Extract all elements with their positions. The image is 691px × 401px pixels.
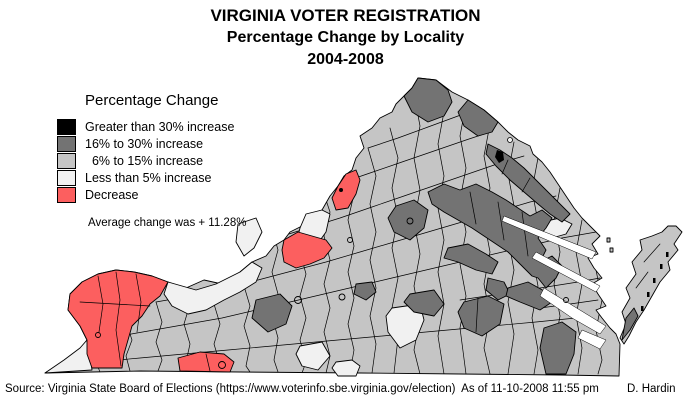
locality-marker <box>339 188 343 192</box>
legend-heading: Percentage Change <box>85 92 219 109</box>
county-region <box>443 243 499 275</box>
county-region <box>163 261 263 315</box>
legend-label: Decrease <box>85 187 139 202</box>
county-region <box>67 269 169 369</box>
county-region <box>387 199 429 241</box>
hampton-roads-water <box>577 329 607 350</box>
locality-marker <box>495 150 504 163</box>
average-change-note: Average change was + 11.28% <box>88 217 247 229</box>
legend-item: 16% to 30% increase <box>57 135 246 152</box>
legend-swatch-16-30 <box>57 135 76 152</box>
high-increase-localities <box>339 150 669 311</box>
island-speck <box>666 252 669 257</box>
title-line-3: 2004-2008 <box>307 51 384 68</box>
title-line-2: Percentage Change by Locality <box>226 29 465 46</box>
county-region <box>457 99 499 137</box>
county-region <box>427 183 563 289</box>
decrease-counties <box>67 169 361 373</box>
island-speck <box>606 237 611 243</box>
legend-swatch-6-15 <box>57 152 76 169</box>
city-marker <box>338 293 346 301</box>
legend: Percentage Change Greater than 30% incre… <box>57 92 246 229</box>
county-region <box>505 281 553 311</box>
river-james <box>539 287 607 335</box>
legend-swatch-decrease <box>57 186 76 203</box>
island-speck <box>641 306 644 311</box>
low-increase-counties <box>44 100 573 377</box>
county-region <box>353 281 377 301</box>
legend-label: Greater than 30% increase <box>85 119 235 134</box>
county-region <box>485 277 511 301</box>
city-marker <box>563 297 569 303</box>
river-york <box>531 251 601 293</box>
title-line-1: VIRGINIA VOTER REGISTRATION <box>210 6 481 25</box>
river-rappahannock <box>501 215 597 260</box>
county-region <box>403 289 445 317</box>
legend-label: Less than 5% increase <box>85 170 212 185</box>
county-region <box>251 293 293 333</box>
county-region <box>331 359 361 377</box>
county-region <box>281 231 333 269</box>
island-speck <box>653 278 656 283</box>
map-title: VIRGINIA VOTER REGISTRATION Percentage C… <box>0 5 691 71</box>
source-text: Source: Virginia State Board of Election… <box>5 383 599 395</box>
city-marker <box>95 332 101 338</box>
county-region <box>331 169 361 211</box>
cluster-division-lines <box>79 159 661 372</box>
city-marker <box>294 296 302 304</box>
author-credit: D. Hardin <box>627 383 676 395</box>
rivers <box>501 215 607 350</box>
city-marker <box>507 137 513 143</box>
city-marker <box>406 217 414 225</box>
legend-label: 16% to 30% increase <box>85 136 204 151</box>
county-region <box>44 339 93 374</box>
county-region <box>457 295 505 337</box>
legend-item: Greater than 30% increase <box>57 118 246 135</box>
island-speck <box>647 292 650 297</box>
city-marker <box>218 361 226 369</box>
legend-label: 6% to 15% increase <box>85 153 204 168</box>
legend-item: Decrease <box>57 186 246 203</box>
legend-item: Less than 5% increase <box>57 169 246 186</box>
county-region <box>235 217 263 257</box>
legend-swatch-greater-30 <box>57 118 76 135</box>
county-region <box>403 77 453 123</box>
legend-swatch-less-5 <box>57 169 76 186</box>
county-region <box>485 143 571 223</box>
county-region <box>621 307 639 341</box>
county-region <box>539 321 577 375</box>
city-markers <box>95 217 569 369</box>
city-marker <box>347 237 353 243</box>
dark-increase-counties <box>251 77 639 375</box>
county-region <box>295 341 331 371</box>
county-region <box>177 351 235 373</box>
legend-item: 6% to 15% increase <box>57 152 246 169</box>
island-speck <box>660 264 663 269</box>
island-speck <box>609 247 614 253</box>
